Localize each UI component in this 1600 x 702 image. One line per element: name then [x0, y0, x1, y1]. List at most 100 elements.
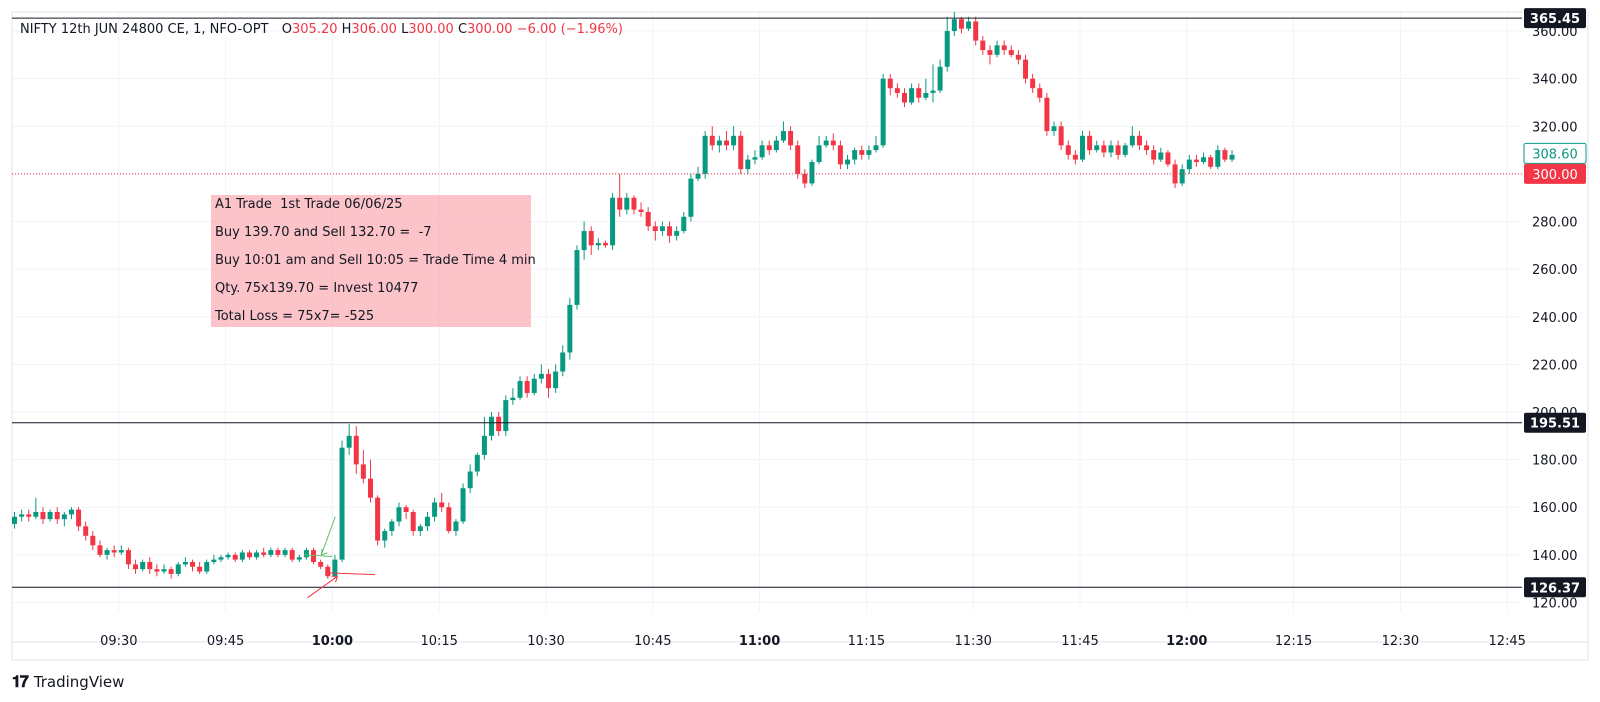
candle	[360, 450, 366, 484]
candle-body	[282, 550, 288, 555]
candle-body	[332, 559, 338, 577]
candles-series	[12, 12, 1235, 579]
candle	[439, 492, 445, 512]
candle	[332, 554, 338, 579]
level-price-label: 195.51	[1530, 417, 1580, 432]
candle	[695, 166, 701, 182]
candle	[254, 550, 260, 560]
candle-body	[652, 226, 658, 232]
price-tick-label: 120.00	[1532, 596, 1578, 611]
candle	[731, 126, 737, 151]
candle	[1051, 121, 1057, 136]
entry-arrow	[320, 516, 336, 556]
candle-body	[930, 90, 936, 93]
candle-body	[275, 550, 281, 555]
candle-body	[1051, 126, 1057, 132]
candle	[111, 545, 117, 558]
level-price-badge	[1524, 577, 1586, 598]
time-tick-label: 11:15	[848, 634, 885, 649]
low-label: L	[401, 22, 409, 37]
candle-body	[232, 554, 238, 560]
candle-body	[517, 381, 523, 398]
candle	[161, 564, 167, 574]
candle-body	[538, 373, 544, 379]
candle	[937, 59, 943, 93]
candle	[453, 519, 459, 536]
candle-body	[524, 381, 530, 393]
candle-body	[268, 550, 274, 555]
candle-body	[446, 507, 452, 532]
candle	[1072, 150, 1078, 165]
candle-body	[140, 562, 146, 570]
candle-body	[581, 231, 587, 251]
candle-body	[937, 66, 943, 91]
candle-body	[311, 550, 317, 562]
candle-body	[1129, 135, 1135, 146]
candle	[1222, 147, 1228, 162]
candle-body	[154, 569, 160, 572]
candle-body	[460, 488, 466, 522]
candle-body	[1058, 126, 1064, 146]
candle-body	[375, 497, 381, 541]
price-tick-label: 180.00	[1532, 454, 1578, 469]
candle-body	[303, 550, 309, 558]
candle	[467, 464, 473, 493]
candle	[880, 73, 886, 148]
candle-body	[410, 512, 416, 532]
candle	[311, 547, 317, 565]
candle-body	[916, 88, 922, 98]
candle-body	[602, 242, 608, 246]
candle	[1215, 145, 1221, 170]
trade-note[interactable]: A1 Trade 1st Trade 06/06/25 Buy 139.70 a…	[211, 195, 536, 327]
candle-body	[510, 397, 516, 401]
candle	[1115, 140, 1121, 160]
note-line-3: Buy 10:01 am and Sell 10:05 = Trade Time…	[215, 253, 536, 268]
candle	[246, 550, 252, 560]
symbol-title[interactable]: NIFTY 12th JUN 24800 CE, 1, NFO-OPT	[20, 22, 269, 37]
high-value: 306.00	[351, 22, 397, 37]
candle	[47, 509, 53, 522]
candle	[1087, 131, 1093, 155]
candle-body	[175, 564, 181, 574]
candle-body	[731, 135, 737, 146]
candle-body	[966, 21, 972, 29]
footer-brand[interactable]: 𝟏𝟕 TradingView	[12, 672, 124, 692]
candle-body	[531, 378, 537, 393]
candle-body	[1172, 164, 1178, 184]
candle-body	[909, 88, 915, 103]
candle	[1001, 40, 1007, 55]
candle	[1158, 147, 1164, 162]
candle-body	[873, 145, 879, 151]
candle-body	[667, 226, 673, 236]
candle	[460, 483, 466, 524]
time-axis: 09:30 09:45 10:00 10:15 10:30 10:45 11:00 11:15…	[100, 634, 1526, 649]
candle-body	[638, 209, 644, 212]
candle-body	[894, 88, 900, 93]
candle	[289, 547, 295, 562]
candle-body	[766, 145, 772, 151]
candle-body	[837, 145, 843, 165]
candle-body	[716, 140, 722, 146]
candle-body	[951, 19, 957, 32]
candle-body	[546, 373, 551, 389]
candle-body	[574, 250, 580, 305]
candle-body	[346, 435, 352, 448]
candle-body	[1222, 150, 1228, 160]
candle-body	[695, 173, 701, 179]
candle-body	[866, 150, 872, 155]
price-tick-label: 320.00	[1532, 120, 1578, 135]
candle	[610, 192, 616, 251]
candle	[738, 131, 744, 174]
candle	[140, 559, 146, 572]
candle-body	[182, 562, 188, 565]
candle	[802, 169, 808, 189]
candle	[873, 135, 879, 153]
candle-body	[1094, 145, 1100, 151]
candle	[816, 135, 822, 165]
time-tick-label: 11:00	[739, 634, 780, 649]
candle	[496, 412, 502, 436]
candle-body	[624, 197, 630, 210]
note-line-5: Total Loss = 75x7= -525	[215, 309, 375, 324]
candle	[510, 388, 516, 405]
